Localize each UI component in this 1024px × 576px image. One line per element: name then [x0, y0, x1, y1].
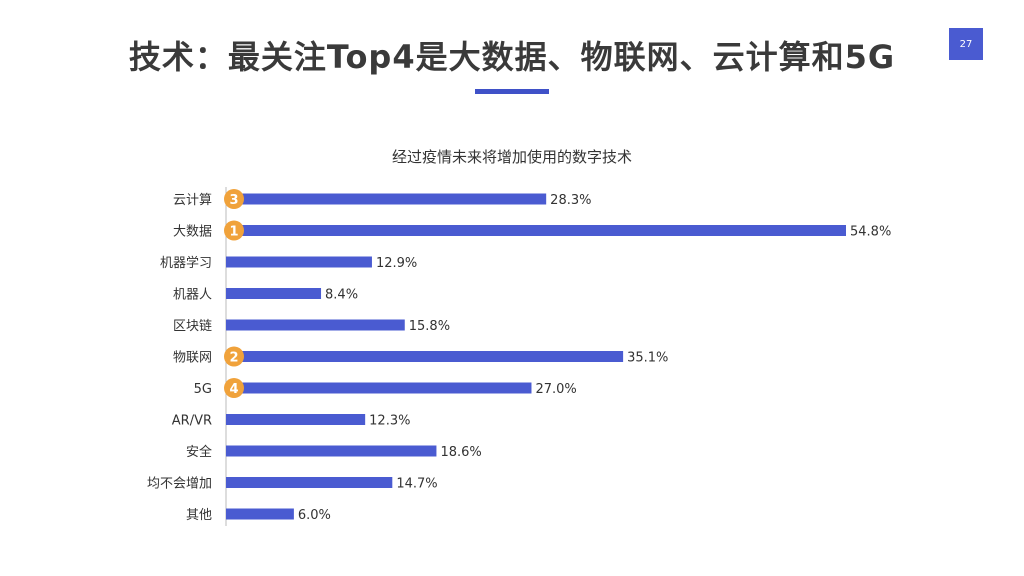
value-label: 8.4%	[325, 288, 358, 303]
bar	[226, 351, 624, 362]
bar	[226, 288, 322, 299]
bar	[226, 193, 547, 205]
bar	[226, 477, 393, 488]
value-label: 54.8%	[850, 225, 891, 240]
category-label: 均不会增加	[147, 477, 212, 492]
category-label: AR/VR	[172, 414, 212, 429]
category-label: 机器学习	[160, 255, 212, 271]
chart-title: 经过疫情未来将增加使用的数字技术	[391, 148, 632, 166]
bar	[226, 382, 532, 394]
bar	[226, 445, 437, 457]
value-label: 14.7%	[396, 477, 437, 492]
bar	[226, 256, 372, 268]
value-label: 35.1%	[627, 351, 668, 366]
value-label: 15.8%	[409, 319, 450, 334]
category-label: 大数据	[173, 225, 212, 240]
value-label: 28.3%	[550, 193, 591, 208]
category-label: 其他	[186, 508, 212, 523]
bar	[226, 225, 846, 236]
value-label: 12.9%	[376, 256, 417, 271]
rank-badge	[224, 189, 244, 209]
title-underline	[475, 89, 549, 94]
category-label: 5G	[194, 382, 212, 397]
category-label: 区块链	[173, 319, 212, 334]
page-number-badge: 27	[949, 28, 983, 60]
bar	[226, 414, 366, 425]
rank-badge	[224, 220, 244, 241]
category-label: 云计算	[173, 193, 212, 208]
value-label: 18.6%	[440, 445, 481, 460]
category-label: 机器人	[173, 288, 212, 303]
rank-badge-number: 1	[229, 225, 238, 240]
bar	[226, 319, 405, 331]
rank-badge-number: 4	[229, 382, 238, 397]
rank-badge	[224, 346, 244, 367]
rank-badge	[224, 378, 244, 398]
slide-title: 技术：最关注Top4是大数据、物联网、云计算和5G	[128, 38, 896, 76]
value-label: 12.3%	[369, 414, 410, 429]
rank-badge-number: 2	[229, 351, 238, 366]
category-label: 安全	[186, 444, 212, 460]
category-label: 物联网	[173, 351, 212, 366]
value-label: 27.0%	[535, 382, 576, 397]
value-label: 6.0%	[298, 508, 331, 523]
bar	[226, 508, 294, 520]
rank-badge-number: 3	[229, 193, 238, 208]
